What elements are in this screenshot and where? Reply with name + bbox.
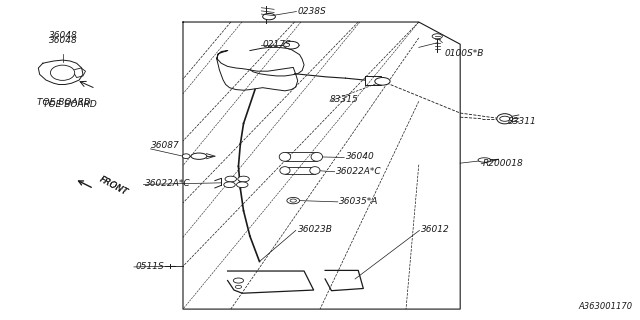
Text: 0511S: 0511S [135,262,164,271]
Text: 36040: 36040 [346,152,374,161]
Circle shape [262,13,275,20]
Text: 36022A*C: 36022A*C [336,167,381,176]
Text: 0100S*B: 0100S*B [444,49,484,58]
Ellipse shape [311,152,323,161]
Circle shape [224,182,236,188]
Circle shape [290,199,296,202]
Ellipse shape [191,153,207,159]
Ellipse shape [310,167,320,174]
Circle shape [432,34,442,39]
Text: 36048: 36048 [49,31,78,40]
Circle shape [236,285,242,288]
Circle shape [225,176,237,182]
Circle shape [375,77,390,85]
Text: 36035*A: 36035*A [339,197,378,206]
Text: 83311: 83311 [508,117,537,126]
Ellipse shape [279,152,291,161]
Circle shape [234,278,244,283]
Text: TOE BOARD: TOE BOARD [44,100,97,109]
Text: A363001170: A363001170 [578,302,632,311]
Text: FRONT: FRONT [99,175,130,197]
Ellipse shape [182,154,190,159]
Ellipse shape [497,114,513,124]
Circle shape [237,182,248,188]
Text: 83315: 83315 [330,95,358,104]
Text: R200018: R200018 [483,159,524,168]
Circle shape [238,176,249,182]
Circle shape [287,197,300,204]
Text: 36022A*C: 36022A*C [145,179,190,188]
Text: TOE BOARD: TOE BOARD [37,99,91,108]
Ellipse shape [51,65,75,80]
Circle shape [500,116,510,121]
Text: 36023B: 36023B [298,225,333,234]
Text: 0217S: 0217S [262,40,291,49]
Text: 36087: 36087 [151,141,180,150]
Text: FRONT: FRONT [99,175,130,197]
Text: 36012: 36012 [420,225,449,234]
Ellipse shape [280,167,290,174]
Text: 36048: 36048 [49,36,78,45]
Ellipse shape [478,158,491,162]
Circle shape [284,41,299,49]
Text: 0238S: 0238S [298,7,326,16]
